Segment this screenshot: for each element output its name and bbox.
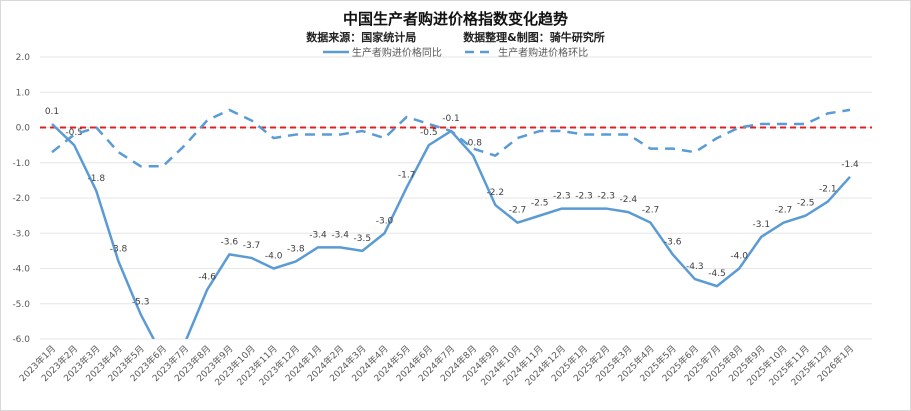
data-label: -4.6: [198, 273, 216, 283]
data-label: -4.5: [708, 269, 726, 279]
y-tick-label: -5.0: [12, 300, 30, 310]
data-label: -4.0: [730, 252, 748, 262]
chart-subtitle: 数据来源：国家统计局 数据整理&制图：骑牛研究所: [0, 29, 911, 45]
y-tick-label: 1.0: [16, 88, 31, 98]
data-label: -3.6: [664, 237, 682, 247]
y-tick-label: 2.0: [16, 53, 31, 63]
y-tick-label: -6.0: [12, 335, 30, 345]
data-label: -2.3: [575, 192, 593, 202]
data-label: -3.1: [753, 220, 771, 230]
y-tick-label: -3.0: [12, 229, 30, 239]
data-label: -3.8: [287, 244, 305, 254]
maker-note: 数据整理&制图：骑牛研究所: [463, 31, 605, 44]
data-label: -3.5: [354, 234, 372, 244]
data-label: -3.6: [221, 237, 239, 247]
data-label: -4.0: [265, 252, 283, 262]
y-tick-label: -4.0: [12, 265, 30, 275]
legend-item-yoy: 生产者购进价格同比: [322, 44, 442, 59]
data-label: -2.5: [531, 199, 549, 209]
data-label: -4.3: [686, 262, 704, 272]
y-tick-label: -2.0: [12, 194, 30, 204]
data-label: -2.1: [819, 185, 837, 195]
data-label: -0.1: [442, 114, 460, 124]
data-label: -2.3: [597, 192, 615, 202]
data-label: -3.4: [331, 230, 349, 240]
data-label: -1.8: [88, 174, 106, 184]
data-label: -3.0: [376, 216, 394, 226]
data-label: -1.7: [398, 170, 416, 180]
legend-item-mom: 生产者购进价格环比: [465, 44, 588, 59]
data-label: -0.8: [464, 139, 482, 149]
data-label: -3.8: [110, 244, 128, 254]
data-label: -2.4: [620, 195, 638, 205]
data-label: -5.3: [132, 297, 150, 307]
legend-label: 生产者购进价格环比: [498, 48, 589, 59]
legend-label: 生产者购进价格同比: [351, 48, 442, 59]
data-label: -3.7: [243, 241, 261, 251]
chart-title: 中国生产者购进价格指数变化趋势: [342, 10, 568, 28]
data-label: -3.4: [309, 230, 327, 240]
legend: 生产者购进价格同比 生产者购进价格环比: [0, 44, 911, 59]
data-label: -2.7: [509, 206, 527, 216]
y-tick-label: 0.0: [16, 124, 31, 134]
data-label: -0.5: [420, 128, 438, 138]
data-label: -1.4: [841, 160, 859, 170]
data-label: -2.7: [642, 206, 660, 216]
data-label: -0.5: [65, 128, 83, 138]
data-label: -2.3: [553, 192, 571, 202]
data-label: -2.7: [775, 206, 793, 216]
source-note: 数据来源：国家统计局: [306, 31, 417, 44]
y-tick-label: -1.0: [12, 159, 30, 169]
data-label: -2.2: [487, 188, 505, 198]
data-label: 0.1: [45, 107, 59, 117]
data-label: -2.5: [797, 199, 815, 209]
series-line-mom: [51, 108, 851, 168]
